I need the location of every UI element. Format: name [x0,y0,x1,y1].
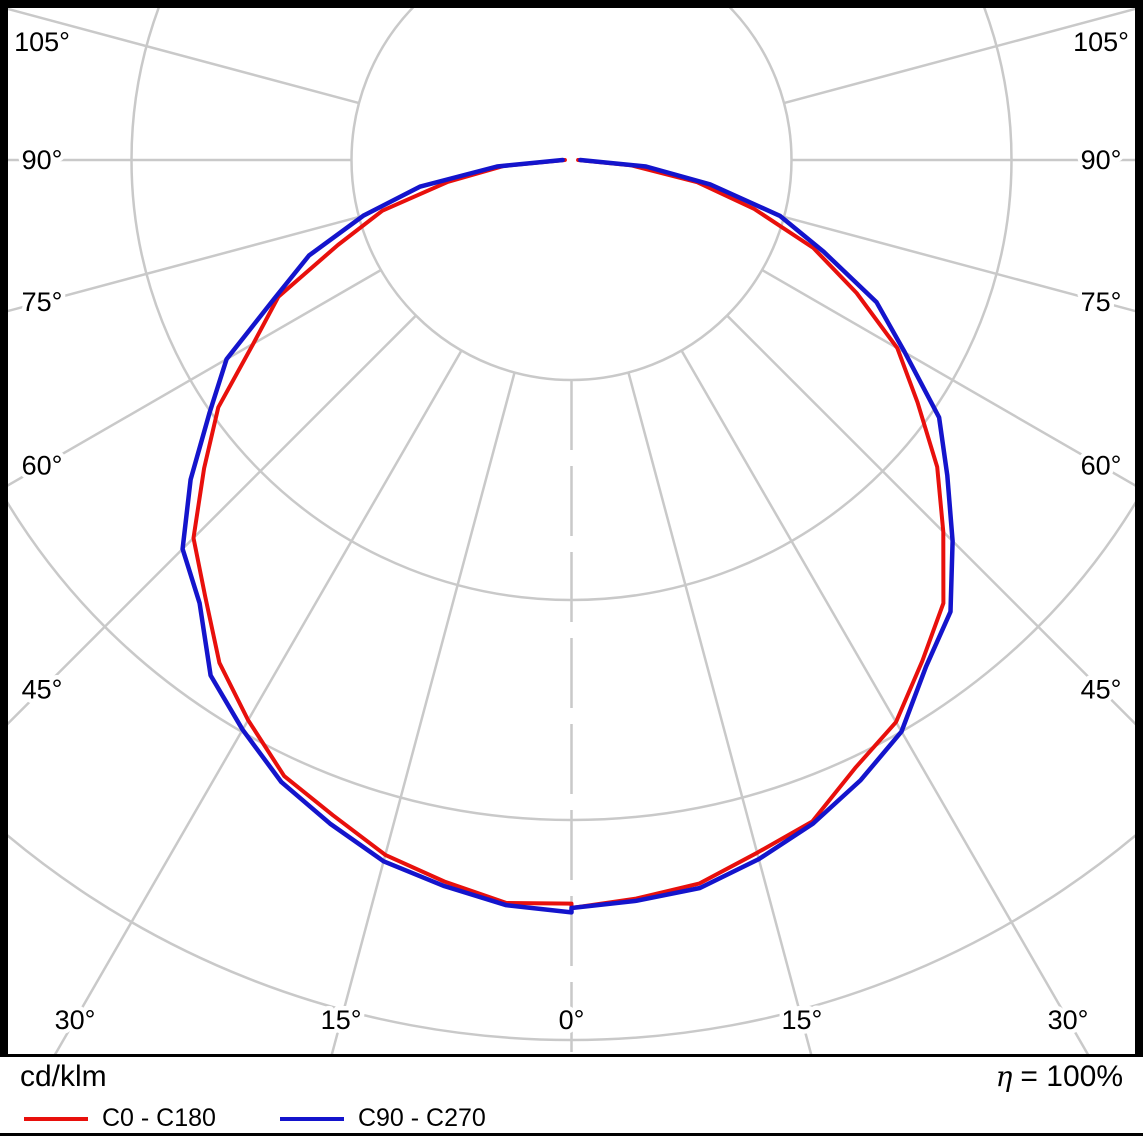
unit-label: cd/klm [20,1060,107,1093]
angle-label: 15° [781,1005,822,1035]
legend-label-c0-c180: C0 - C180 [102,1104,216,1132]
angle-label: 105° [1073,27,1129,57]
polar-grid [8,8,1135,1054]
legend-swatch-c90-c270 [279,1116,344,1121]
grid-spoke [761,268,1135,487]
footer-bottom-rule [0,1133,1143,1136]
grid-spoke [726,314,1135,726]
angle-labels: 0° 15° 15° 30° 30° 45° 45° 60° 60° 75° 75° 90° 90° 10… [10,23,1134,1040]
grid-spoke [8,314,417,726]
legend-row: C0 - C180 C90 - C270 [0,1104,1143,1133]
grid-spoke [783,8,1135,105]
eta-value: = 100% [1020,1060,1123,1093]
eta-symbol: η [995,1060,1013,1093]
grid-spoke [53,349,463,1054]
angle-label: 30° [55,1005,96,1035]
efficiency-label: η = 100% [996,1060,1123,1094]
grid-spoke [330,372,516,1054]
grid-spoke [627,372,813,1054]
angle-label: 0° [559,1005,585,1035]
angle-label: 105° [14,27,70,57]
polar-plot-area: 0° 15° 15° 30° 30° 45° 45° 60° 60° 75° 75° 90° 90° 10… [0,0,1143,1057]
angle-label: 90° [1081,145,1122,175]
grid-spoke [8,215,360,313]
legend-label-c90-c270: C90 - C270 [357,1104,486,1132]
angle-label: 90° [22,145,63,175]
legend-swatch-c0-c180 [24,1116,88,1121]
angle-label: 30° [1048,1005,1089,1035]
grid-spoke [783,215,1135,313]
curve-c0-c180 [191,158,946,910]
grid-spoke [680,349,1090,1054]
grid-spoke [8,8,360,105]
angle-label: 15° [321,1005,362,1035]
angle-label: 75° [22,287,63,317]
angle-label: 75° [1081,287,1122,317]
angle-label: 45° [1081,675,1122,705]
angle-label: 45° [22,675,63,705]
chart-footer: cd/klm η = 100% C0 - C180 C90 - C270 [0,1057,1143,1143]
polar-chart: 0° 15° 15° 30° 30° 45° 45° 60° 60° 75° 75° 90° 90° 10… [8,8,1135,1054]
angle-label: 60° [1081,451,1122,481]
angle-label: 60° [22,451,63,481]
grid-spoke [8,268,382,487]
curve-c90-c270 [180,157,955,915]
footer-info-row: cd/klm η = 100% [0,1057,1143,1094]
